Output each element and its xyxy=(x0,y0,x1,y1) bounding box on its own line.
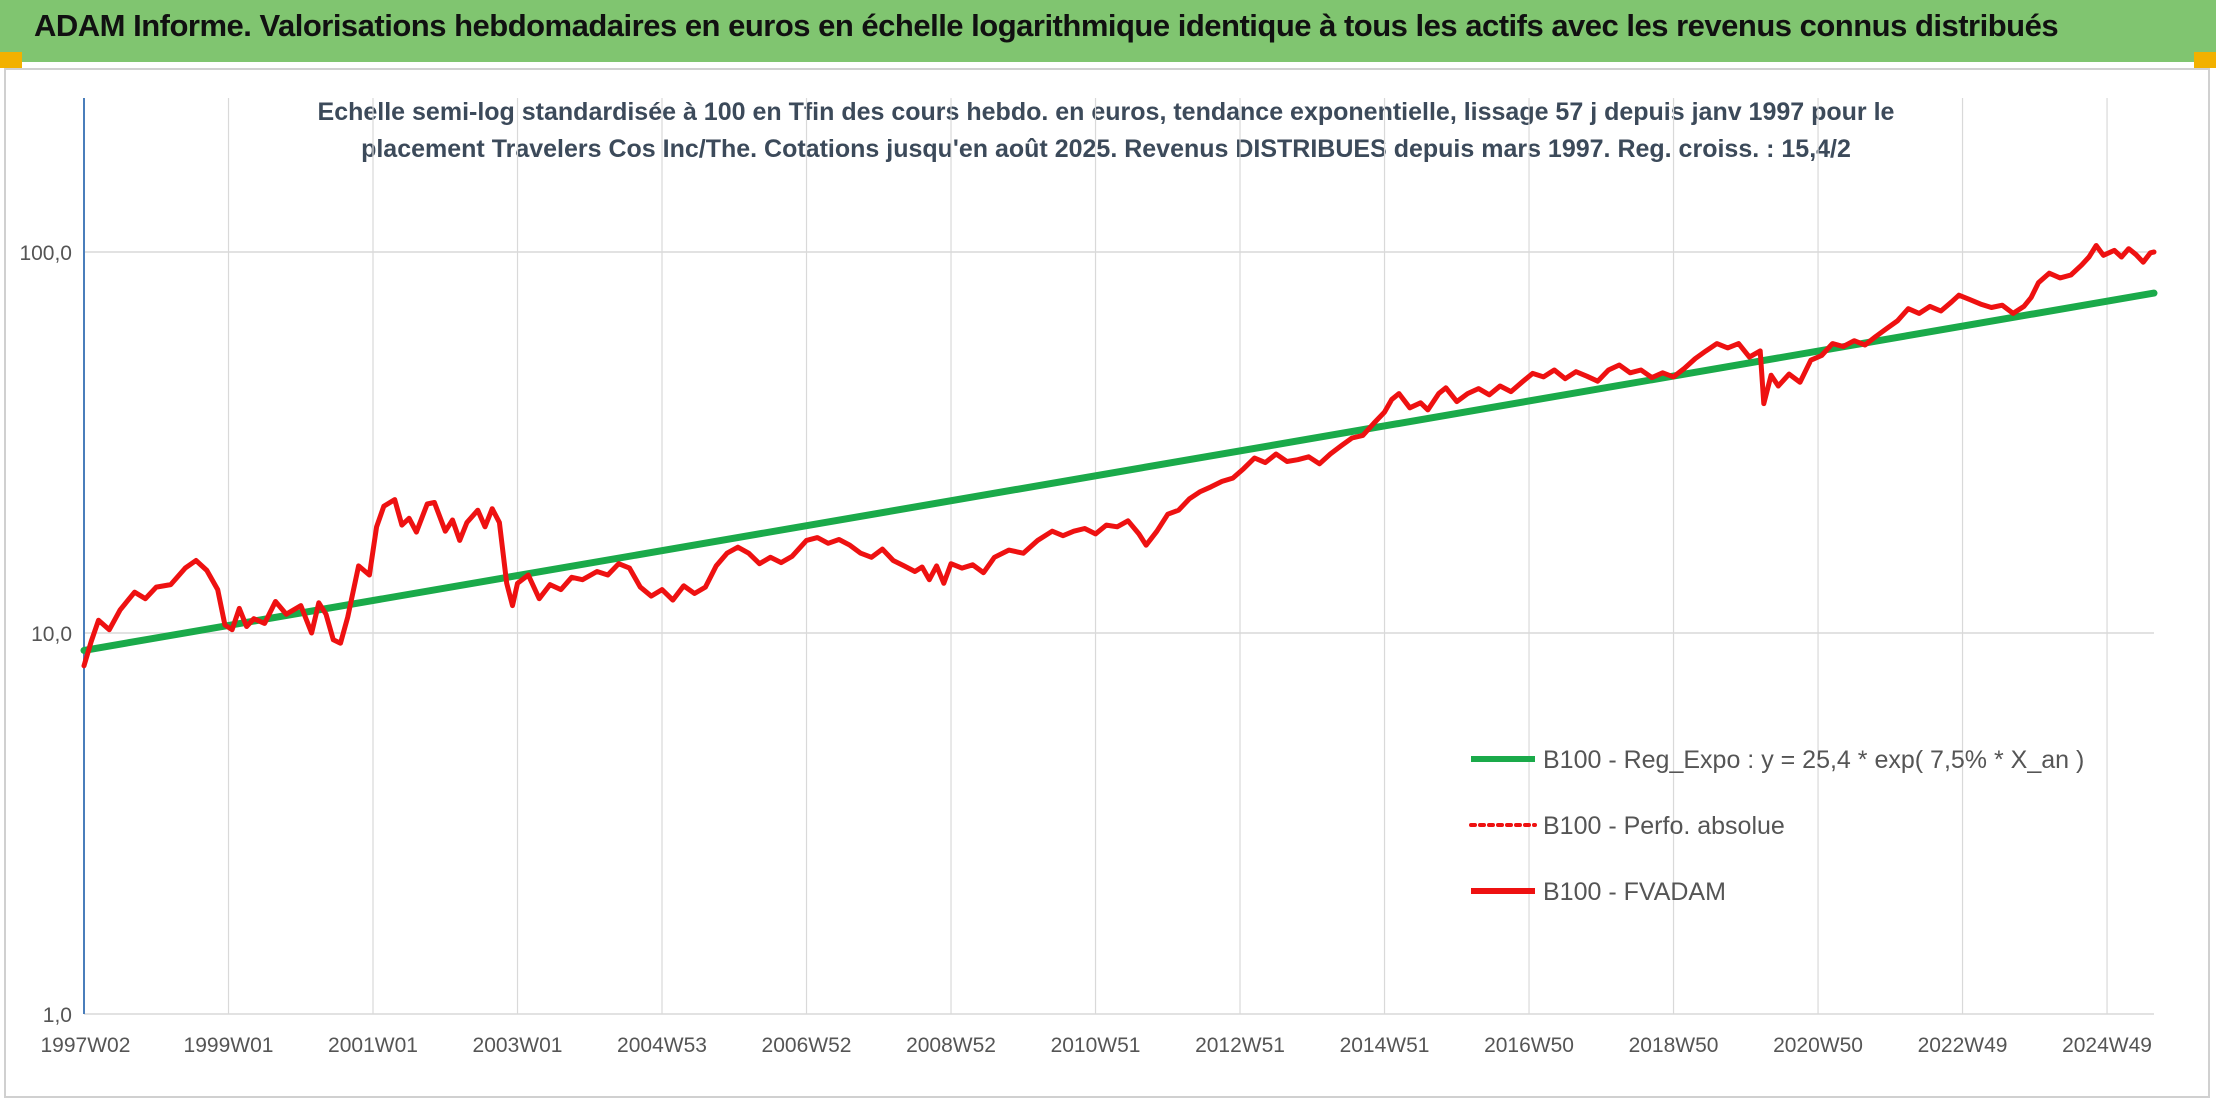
x-tick-label: 2010W51 xyxy=(1051,1034,1141,1057)
x-tick-label: 2014W51 xyxy=(1340,1034,1430,1057)
series-line-0 xyxy=(80,289,2158,654)
legend: B100 - Reg_Expo : y = 25,4 * exp( 7,5% *… xyxy=(1469,746,2084,906)
chart-title-line-2: placement Travelers Cos Inc/The. Cotatio… xyxy=(361,135,1851,163)
y-axis-labels: 1,0 10,0 100,0 xyxy=(19,242,72,1027)
x-axis-labels: 1997W02 1999W01 2001W01 2003W01 2004W53 2006W… xyxy=(40,1034,2151,1057)
x-tick-label: 2012W51 xyxy=(1195,1034,1285,1057)
x-tick-label: 1997W02 xyxy=(40,1034,130,1057)
chart-frame: Echelle semi-log standardisée à 100 en T… xyxy=(4,68,2210,1098)
x-tick-label: 2022W49 xyxy=(1918,1034,2008,1057)
x-tick-label: 2016W50 xyxy=(1484,1034,1574,1057)
series-line-2 xyxy=(81,243,2157,669)
legend-label-0: B100 - Reg_Expo : y = 25,4 * exp( 7,5% *… xyxy=(1543,746,2084,774)
chart-title-line-1: Echelle semi-log standardisée à 100 en T… xyxy=(318,98,1895,126)
plot-area xyxy=(80,243,2158,669)
x-tick-label: 2001W01 xyxy=(328,1034,418,1057)
page-title: ADAM Informe. Valorisations hebdomadaire… xyxy=(34,8,2059,43)
title-banner: ADAM Informe. Valorisations hebdomadaire… xyxy=(0,0,2216,62)
chart: Echelle semi-log standardisée à 100 en T… xyxy=(19,98,2158,1057)
gridlines xyxy=(83,98,2154,1015)
corner-accent-right xyxy=(2194,52,2216,68)
legend-label-1: B100 - Perfo. absolue xyxy=(1543,812,1785,840)
x-tick-label: 2004W53 xyxy=(617,1034,707,1057)
y-tick-label: 100,0 xyxy=(19,242,72,265)
corner-accent-left xyxy=(0,52,22,68)
x-tick-label: 2008W52 xyxy=(906,1034,996,1057)
x-tick-label: 2024W49 xyxy=(2062,1034,2152,1057)
x-tick-label: 2006W52 xyxy=(762,1034,852,1057)
x-tick-label: 2003W01 xyxy=(473,1034,563,1057)
y-tick-label: 10,0 xyxy=(31,623,72,646)
y-tick-label: 1,0 xyxy=(43,1004,72,1027)
x-tick-label: 2020W50 xyxy=(1773,1034,1863,1057)
x-tick-label: 2018W50 xyxy=(1629,1034,1719,1057)
legend-label-2: B100 - FVADAM xyxy=(1543,878,1726,906)
x-tick-label: 1999W01 xyxy=(184,1034,274,1057)
